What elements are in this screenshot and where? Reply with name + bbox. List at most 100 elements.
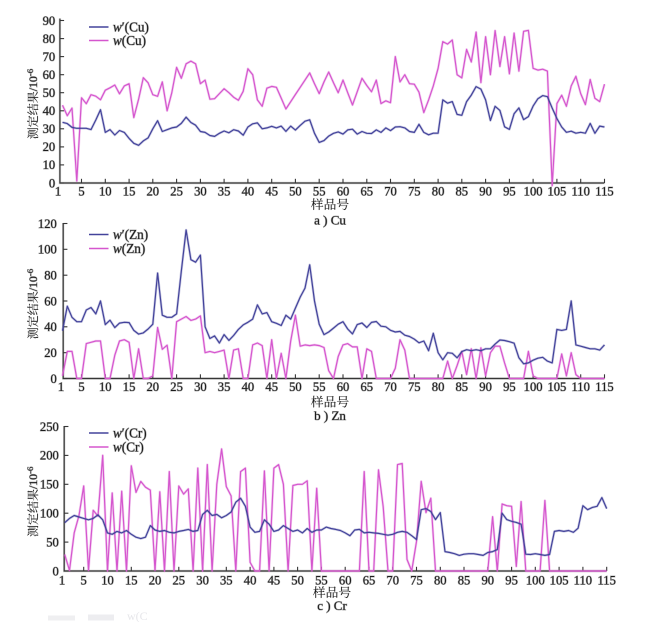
svg-text:35: 35 <box>220 573 233 587</box>
svg-text:20: 20 <box>149 573 162 587</box>
svg-text:75: 75 <box>408 380 421 394</box>
svg-text:45: 45 <box>268 573 281 587</box>
svg-text:80: 80 <box>432 185 445 199</box>
svg-text:60: 60 <box>337 380 350 394</box>
svg-text:100: 100 <box>524 380 543 394</box>
svg-text:70: 70 <box>384 380 397 394</box>
svg-text:50: 50 <box>43 86 56 100</box>
svg-text:70: 70 <box>384 185 397 199</box>
svg-text:115: 115 <box>595 380 613 394</box>
svg-text:40: 40 <box>244 573 257 587</box>
svg-text:60: 60 <box>337 185 350 199</box>
svg-text:55: 55 <box>313 185 326 199</box>
svg-text:30: 30 <box>43 122 56 136</box>
svg-text:20: 20 <box>147 185 160 199</box>
svg-text:15: 15 <box>123 380 136 394</box>
svg-text:95: 95 <box>503 185 516 199</box>
svg-text:25: 25 <box>170 380 183 394</box>
svg-text:80: 80 <box>432 380 445 394</box>
svg-text:100: 100 <box>524 185 543 199</box>
svg-text:30: 30 <box>196 573 209 587</box>
svg-text:30: 30 <box>194 380 207 394</box>
svg-text:80: 80 <box>43 32 56 46</box>
svg-text:20: 20 <box>147 380 160 394</box>
svg-text:115: 115 <box>595 185 613 199</box>
svg-text:1: 1 <box>59 573 65 587</box>
svg-text:85: 85 <box>458 573 471 587</box>
svg-text:10: 10 <box>99 185 112 199</box>
svg-text:65: 65 <box>361 185 374 199</box>
svg-text:55: 55 <box>313 380 326 394</box>
svg-text:100: 100 <box>526 573 545 587</box>
svg-text:110: 110 <box>571 185 589 199</box>
svg-text:40: 40 <box>242 185 255 199</box>
svg-text:200: 200 <box>40 449 59 463</box>
svg-text:80: 80 <box>434 573 447 587</box>
svg-text:40: 40 <box>242 380 255 394</box>
svg-text:0: 0 <box>49 176 55 190</box>
svg-text:60: 60 <box>43 68 56 82</box>
svg-text:50: 50 <box>46 535 59 549</box>
svg-text:w′(Zn): w′(Zn) <box>113 227 148 242</box>
svg-text:115: 115 <box>597 573 615 587</box>
svg-text:75: 75 <box>408 185 421 199</box>
svg-text:w(Cr): w(Cr) <box>113 439 144 454</box>
svg-text:90: 90 <box>482 573 495 587</box>
svg-text:90: 90 <box>479 380 492 394</box>
svg-text:40: 40 <box>43 104 56 118</box>
svg-text:90: 90 <box>43 14 56 28</box>
svg-text:10: 10 <box>99 380 112 394</box>
svg-text:75: 75 <box>410 573 423 587</box>
svg-text:60: 60 <box>44 294 57 308</box>
svg-text:45: 45 <box>265 380 278 394</box>
svg-text:25: 25 <box>173 573 186 587</box>
svg-text:65: 65 <box>361 380 374 394</box>
svg-text:1: 1 <box>58 380 64 394</box>
svg-text:70: 70 <box>43 50 56 64</box>
svg-text:20: 20 <box>43 140 56 154</box>
svg-text:100: 100 <box>38 243 57 257</box>
svg-text:250: 250 <box>40 420 59 434</box>
svg-text:55: 55 <box>315 573 328 587</box>
svg-text:120: 120 <box>38 217 57 231</box>
svg-text:10: 10 <box>101 573 114 587</box>
svg-text:70: 70 <box>386 573 399 587</box>
svg-text:5: 5 <box>81 573 87 587</box>
svg-text:0: 0 <box>51 372 57 386</box>
svg-text:w(C: w(C <box>127 609 148 622</box>
svg-text:c ) Cr: c ) Cr <box>317 598 347 613</box>
svg-text:20: 20 <box>44 346 57 360</box>
svg-text:45: 45 <box>265 185 278 199</box>
svg-text:w(Cu): w(Cu) <box>113 33 146 48</box>
svg-text:110: 110 <box>571 380 589 394</box>
svg-text:50: 50 <box>289 380 302 394</box>
svg-text:35: 35 <box>218 185 231 199</box>
svg-text:60: 60 <box>339 573 352 587</box>
svg-text:40: 40 <box>44 320 57 334</box>
svg-text:65: 65 <box>363 573 376 587</box>
svg-text:w′(Cu): w′(Cu) <box>113 19 149 34</box>
svg-text:105: 105 <box>547 380 566 394</box>
svg-text:35: 35 <box>218 380 231 394</box>
svg-text:10: 10 <box>43 158 56 172</box>
svg-text:a ) Cu: a ) Cu <box>314 213 346 228</box>
svg-text:w′(Cr): w′(Cr) <box>113 425 147 440</box>
svg-text:50: 50 <box>289 185 302 199</box>
svg-text:85: 85 <box>456 380 469 394</box>
svg-text:1: 1 <box>55 185 61 199</box>
svg-text:105: 105 <box>550 573 569 587</box>
svg-text:150: 150 <box>40 478 59 492</box>
svg-text:110: 110 <box>574 573 592 587</box>
svg-text:w(Zn): w(Zn) <box>113 241 145 256</box>
svg-text:b ) Zn: b ) Zn <box>314 408 346 423</box>
svg-text:50: 50 <box>291 573 304 587</box>
svg-text:105: 105 <box>547 185 566 199</box>
svg-text:25: 25 <box>170 185 183 199</box>
svg-text:0: 0 <box>53 564 59 578</box>
svg-text:85: 85 <box>456 185 469 199</box>
svg-text:15: 15 <box>123 185 136 199</box>
svg-text:80: 80 <box>44 269 57 283</box>
svg-text:15: 15 <box>125 573 138 587</box>
svg-text:100: 100 <box>40 507 59 521</box>
svg-text:5: 5 <box>78 185 84 199</box>
